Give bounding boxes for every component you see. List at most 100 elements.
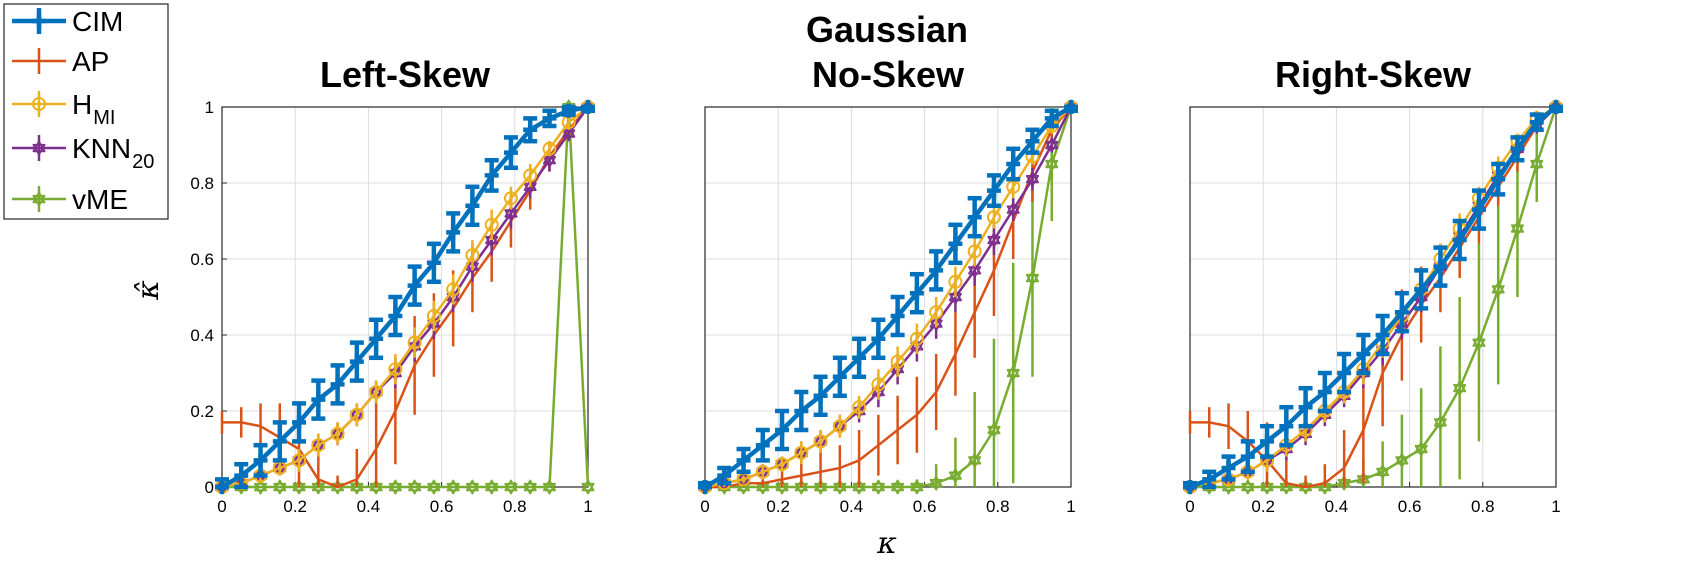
data-point bbox=[967, 244, 982, 259]
data-point bbox=[504, 479, 518, 495]
legend-label: AP bbox=[72, 46, 109, 77]
series-line bbox=[703, 105, 1073, 489]
data-point bbox=[581, 479, 595, 495]
data-point bbox=[407, 278, 422, 293]
data-point bbox=[581, 100, 595, 114]
data-point bbox=[1433, 259, 1448, 274]
data-point bbox=[253, 453, 268, 468]
data-point bbox=[1279, 419, 1294, 434]
legend-entry-knn20: KNN 20 bbox=[12, 133, 154, 173]
x-axis-label: κ bbox=[876, 526, 897, 561]
data-point bbox=[775, 423, 790, 437]
data-point bbox=[408, 479, 422, 495]
legend-label: vME bbox=[72, 184, 128, 215]
data-point bbox=[504, 206, 518, 221]
data-point bbox=[388, 479, 402, 495]
legend-entry-ap: AP bbox=[12, 46, 109, 77]
data-point bbox=[871, 331, 886, 346]
data-point bbox=[349, 354, 364, 369]
data-point bbox=[755, 438, 770, 453]
data-point bbox=[1471, 202, 1486, 217]
data-point bbox=[1221, 461, 1236, 475]
data-point bbox=[948, 236, 963, 251]
data-point bbox=[1472, 335, 1486, 350]
y-tick-label: 0 bbox=[205, 478, 214, 497]
data-point bbox=[292, 415, 307, 430]
data-point bbox=[292, 453, 307, 468]
data-point bbox=[1006, 365, 1020, 381]
data-point bbox=[775, 457, 790, 472]
series-line bbox=[220, 104, 589, 489]
data-point bbox=[1045, 137, 1059, 153]
x-tick-label: 0.2 bbox=[283, 497, 307, 516]
data-point bbox=[1025, 270, 1039, 286]
data-point bbox=[523, 122, 538, 137]
data-point bbox=[330, 377, 345, 392]
series-cim bbox=[698, 100, 1078, 494]
data-point bbox=[794, 445, 809, 460]
data-point bbox=[1452, 233, 1467, 247]
data-point bbox=[1510, 221, 1524, 236]
legend-label-subscript: MI bbox=[93, 107, 115, 129]
data-point bbox=[832, 369, 847, 384]
data-point bbox=[1241, 479, 1255, 495]
data-point bbox=[1044, 111, 1059, 126]
data-point bbox=[890, 309, 905, 323]
data-point bbox=[1433, 415, 1447, 430]
data-point bbox=[1025, 134, 1040, 149]
data-point bbox=[987, 232, 1001, 248]
data-point bbox=[852, 350, 867, 365]
data-point bbox=[561, 103, 576, 118]
x-tick-label: 0.8 bbox=[503, 497, 527, 516]
x-tick-label: 1 bbox=[1551, 497, 1560, 516]
data-point bbox=[1529, 115, 1544, 130]
data-point bbox=[446, 282, 461, 297]
data-point bbox=[1376, 464, 1390, 480]
legend-entry-vme: vME bbox=[12, 184, 128, 215]
data-point bbox=[968, 453, 982, 468]
data-point bbox=[1375, 328, 1390, 342]
y-tick-label: 0.8 bbox=[190, 174, 214, 193]
data-point bbox=[1395, 453, 1409, 468]
legend-label: H bbox=[72, 89, 92, 120]
data-point bbox=[542, 111, 557, 126]
data-point bbox=[871, 377, 886, 392]
data-point bbox=[523, 168, 538, 183]
data-point bbox=[465, 198, 480, 213]
data-point bbox=[1240, 449, 1255, 464]
x-tick-label: 0 bbox=[700, 497, 709, 516]
x-tick-label: 0 bbox=[1185, 497, 1194, 516]
panel-right-skew: 0 0.2 0.4 0.6 0.8 1 Right-Skew bbox=[1183, 54, 1563, 516]
x-tick-label: 0.6 bbox=[913, 497, 937, 516]
data-point bbox=[948, 468, 962, 483]
data-point bbox=[1356, 347, 1371, 361]
data-point bbox=[215, 480, 229, 494]
data-point bbox=[794, 404, 809, 418]
data-point bbox=[871, 479, 885, 495]
data-point bbox=[1183, 480, 1197, 494]
y-axis-label: κ̂ bbox=[131, 280, 166, 301]
data-point bbox=[948, 274, 963, 289]
data-point bbox=[369, 385, 384, 399]
data-point bbox=[523, 479, 537, 495]
data-point bbox=[485, 479, 499, 495]
legend-label: KNN bbox=[72, 133, 131, 164]
x-tick-label: 0.2 bbox=[766, 497, 790, 516]
data-point bbox=[311, 392, 326, 407]
data-point bbox=[813, 434, 828, 449]
data-point bbox=[465, 479, 479, 495]
panel-title: No-Skew bbox=[812, 54, 965, 95]
legend-entry-hmi: H MI bbox=[12, 89, 115, 129]
series-line bbox=[705, 106, 1072, 489]
data-point bbox=[446, 479, 460, 495]
data-point bbox=[1414, 282, 1429, 297]
x-tick-label: 0.4 bbox=[1325, 497, 1349, 516]
data-point bbox=[330, 426, 345, 441]
y-tick-label: 1 bbox=[205, 98, 214, 117]
data-point bbox=[446, 225, 461, 240]
legend-entry-cim: CIM bbox=[12, 6, 123, 37]
x-tick-label: 0.4 bbox=[357, 497, 381, 516]
data-point bbox=[832, 419, 847, 434]
data-point bbox=[426, 309, 441, 323]
